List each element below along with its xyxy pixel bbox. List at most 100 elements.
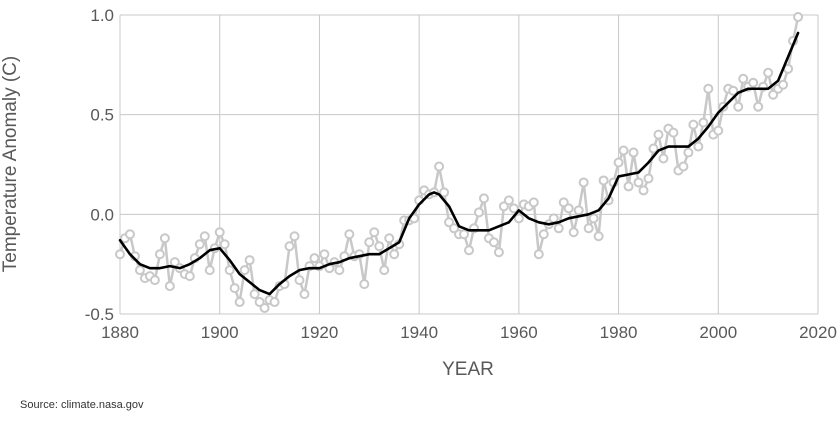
annual-point-1953 (478, 193, 489, 204)
annual-point-1919 (309, 253, 320, 264)
annual-point-1898 (204, 265, 215, 276)
annual-point-1973 (578, 177, 589, 188)
annual-point-1955 (488, 237, 499, 248)
annual-point-1906 (244, 255, 255, 266)
annual-point-1933 (379, 265, 390, 276)
annual-point-2003 (728, 85, 739, 96)
annual-point-1902 (224, 265, 235, 276)
smoothed-line (118, 31, 800, 296)
annual-point-1896 (194, 239, 205, 250)
x-tick-label-2020: 2020 (799, 323, 837, 342)
annual-point-1984 (633, 177, 644, 188)
annual-point-1986 (643, 173, 654, 184)
annual-point-1931 (369, 227, 380, 238)
tick-labels: 1880 1900 1920 1940 1960 1980 2000 2020 -0.5 0.0 0… (85, 6, 837, 342)
annual-point-1901 (219, 239, 230, 250)
annual-point-2004 (733, 101, 744, 112)
annual-point-2007 (748, 77, 759, 88)
x-tick-label-1880: 1880 (101, 323, 139, 342)
annual-point-1987 (648, 143, 659, 154)
annual-point-2010 (763, 67, 774, 78)
annual-point-1950 (464, 245, 474, 256)
annual-point-1907 (249, 289, 260, 300)
grid (119, 14, 819, 315)
annual-point-1932 (374, 241, 385, 252)
annual-point-1952 (473, 207, 484, 218)
annual-point-1998 (703, 83, 714, 94)
annual-point-1993 (678, 161, 689, 172)
annual-point-1926 (344, 229, 355, 240)
annual-point-1959 (508, 203, 519, 214)
annual-point-1960 (513, 213, 524, 224)
annual-point-1914 (284, 241, 295, 252)
y-tick-label-0: -0.5 (85, 305, 114, 324)
annual-point-2016 (793, 11, 804, 22)
x-tick-label-1900: 1900 (201, 323, 239, 342)
annual-point-1997 (698, 117, 709, 128)
annual-point-2005 (738, 73, 749, 84)
annual-point-1965 (538, 229, 549, 240)
annual-point-1882 (124, 229, 135, 240)
annual-point-1964 (533, 249, 544, 260)
annual-point-1944 (434, 161, 445, 172)
annual-point-1977 (598, 175, 609, 186)
y-tick-label-2: 0.5 (90, 106, 114, 125)
annual-point-1971 (568, 227, 579, 238)
annual-point-1916 (294, 275, 305, 286)
annual-point-1884 (134, 265, 145, 276)
annual-point-1934 (384, 233, 395, 244)
x-axis-label: YEAR (442, 359, 494, 380)
annual-point-1972 (573, 205, 584, 216)
annual-point-1921 (319, 249, 330, 260)
annual-point-1880 (115, 249, 125, 260)
annual-point-1890 (164, 281, 175, 292)
annual-point-1958 (503, 195, 514, 206)
annual-point-1903 (229, 283, 240, 294)
annual-point-1983 (628, 147, 639, 158)
annual-point-1991 (668, 127, 679, 138)
annual-point-1911 (269, 297, 280, 308)
annual-point-1980 (613, 157, 624, 168)
temperature-anomaly-chart: 1880 1900 1920 1940 1960 1980 2000 2020 -0.5 0.0 0… (0, 6, 837, 380)
annual-point-1956 (493, 247, 504, 258)
annual-point-1989 (658, 153, 669, 164)
annual-point-1976 (593, 231, 604, 242)
annual-point-1909 (259, 303, 270, 314)
x-tick-label-1960: 1960 (500, 323, 538, 342)
x-tick-label-2000: 2000 (699, 323, 737, 342)
annual-point-1924 (334, 265, 345, 276)
x-tick-label-1980: 1980 (600, 323, 638, 342)
annual-point-1970 (563, 203, 574, 214)
annual-point-1974 (583, 223, 594, 234)
annual-point-1975 (588, 213, 599, 224)
annual-point-2008 (753, 101, 764, 112)
annual-point-1904 (234, 297, 245, 308)
annual-point-1930 (364, 237, 375, 248)
annual-point-1897 (199, 231, 210, 242)
annual-point-1929 (359, 279, 370, 290)
annual-point-1887 (149, 275, 160, 286)
annual-point-1967 (548, 213, 559, 224)
annual-point-1889 (159, 233, 170, 244)
annual-point-1963 (528, 197, 539, 208)
x-tick-label-1940: 1940 (400, 323, 438, 342)
annual-point-1994 (683, 147, 694, 158)
annual-point-1968 (553, 223, 564, 234)
series-layer (115, 11, 804, 314)
annual-point-1900 (214, 227, 225, 238)
annual-point-1981 (618, 145, 629, 156)
annual-point-1905 (239, 265, 250, 276)
annual-point-1915 (289, 231, 300, 242)
annual-point-1985 (638, 185, 649, 196)
y-tick-label-1: 0.0 (90, 205, 114, 224)
annual-point-1949 (459, 229, 470, 240)
annual-point-1917 (299, 289, 310, 300)
y-tick-label-3: 1.0 (90, 6, 114, 25)
annual-point-1945 (439, 187, 450, 198)
source-note: Source: climate.nasa.gov (20, 399, 144, 411)
annual-point-1982 (623, 181, 634, 192)
annual-point-1988 (653, 129, 664, 140)
annual-point-1996 (693, 141, 704, 152)
annual-point-1935 (389, 249, 400, 260)
annual-point-2013 (778, 79, 789, 90)
